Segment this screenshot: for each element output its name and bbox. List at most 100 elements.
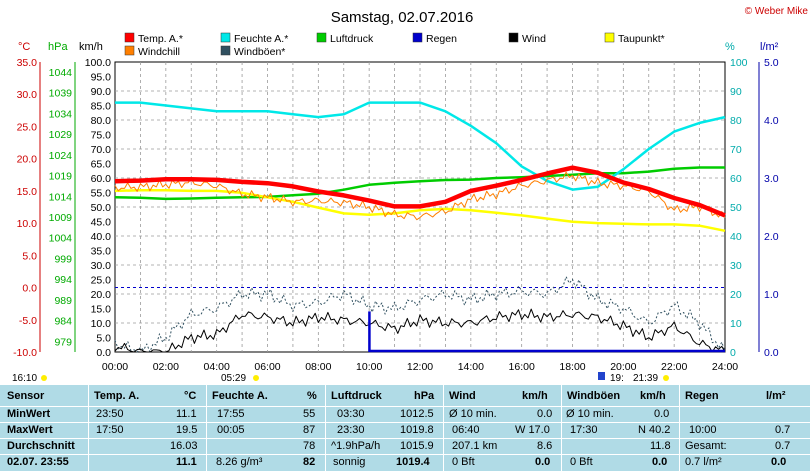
temp-tick-label: 15.0	[17, 186, 38, 198]
time-tick-label: 16:00	[509, 361, 535, 373]
pressure-trend: ^1.9hPa/h	[331, 440, 381, 452]
avg-press-value: 1015.9	[400, 440, 434, 452]
legend-label: Temp. A.*	[138, 33, 183, 45]
wind-distance: 207.1 km	[452, 440, 498, 452]
legend-swatch	[412, 32, 423, 43]
header-wind: Wind	[449, 390, 476, 402]
copyright-text: © Weber Mike	[745, 6, 809, 17]
humidity-tick-label: 30	[730, 260, 742, 272]
cur-abs-humidity: 8.26 g/m³	[216, 456, 263, 468]
min-temp-time: 23:50	[96, 408, 124, 420]
pressure-tick-label: 1019	[49, 171, 73, 183]
temp-tick-label: -5.0	[19, 315, 37, 327]
temp-tick-label: 20.0	[17, 154, 38, 166]
header-pressure-unit: hPa	[414, 390, 435, 402]
max-rain-value: 0.7	[775, 424, 791, 436]
cur-rain-total: 0.7 l/m²	[685, 456, 722, 468]
wind-tick-label: 5.0	[96, 333, 111, 345]
pressure-tick-label: 989	[54, 295, 72, 307]
wind-tick-label: 10.0	[91, 318, 112, 330]
wind-tick-label: 90.0	[91, 86, 112, 98]
min-hum-time: 17:55	[217, 408, 245, 420]
temp-tick-label: 25.0	[17, 121, 38, 133]
header-gusts: Windböen	[567, 390, 621, 402]
pressure-tick-label: 1014	[49, 191, 73, 203]
row-label-min: MinWert	[7, 408, 51, 420]
cur-gust-bft: 0 Bft	[570, 456, 593, 468]
series-line	[114, 166, 725, 201]
rain-bar	[368, 311, 371, 352]
avg-temp-value: 16.03	[170, 440, 198, 452]
wind-tick-label: 15.0	[91, 304, 112, 316]
wind-tick-label: 45.0	[91, 217, 112, 229]
cur-weather-text: sonnig	[333, 456, 366, 468]
time-tick-label: 08:00	[305, 361, 331, 373]
max-press-time: 23:30	[337, 424, 365, 436]
rain-tick-label: 3.0	[764, 173, 779, 185]
header-humidity: Feuchte A.	[212, 390, 268, 402]
legend-label: Taupunkt*	[618, 33, 665, 45]
series-line	[114, 276, 726, 353]
pressure-tick-label: 984	[54, 316, 72, 328]
rain-total-value: 0.7	[775, 440, 791, 452]
temp-unit-label: °C	[18, 41, 30, 53]
temp-tick-label: 5.0	[22, 250, 37, 262]
wind-tick-label: 55.0	[91, 188, 112, 200]
rain-tick-label: 1.0	[764, 289, 779, 301]
chart-legend: Temp. A.* Feuchte A.* Luftdruck Regen Wind Ta…	[124, 32, 665, 58]
cur-wind-value: 0.0	[535, 456, 551, 468]
series-line	[114, 165, 726, 218]
rain-tick-label: 5.0	[764, 57, 779, 69]
pressure-unit-label: hPa	[48, 41, 68, 53]
time-tick-label: 06:00	[254, 361, 280, 373]
min-wind-time: Ø 10 min.	[449, 408, 497, 420]
wind-unit-label: km/h	[79, 41, 103, 53]
pressure-tick-label: 1029	[49, 129, 73, 141]
wind-tick-label: 75.0	[91, 130, 112, 142]
row-label-max: MaxWert	[7, 424, 53, 436]
legend-swatch	[220, 45, 231, 56]
pressure-tick-label: 1034	[49, 108, 73, 120]
stats-table: Sensor Temp. A. °C Feuchte A. % Luftdruc…	[0, 385, 810, 471]
sunset-label: 21:39	[633, 373, 658, 384]
rain-tick-label: 4.0	[764, 115, 779, 127]
cur-wind-bft: 0 Bft	[452, 456, 475, 468]
legend-swatch	[124, 32, 135, 43]
max-temp-time: 17:50	[96, 424, 124, 436]
temp-tick-label: 10.0	[17, 218, 38, 230]
wind-tick-label: 50.0	[91, 202, 112, 214]
min-temp-value: 11.1	[176, 408, 197, 420]
min-press-value: 1012.5	[400, 408, 434, 420]
legend-label: Regen	[426, 33, 457, 45]
header-pressure: Luftdruck	[331, 390, 382, 402]
sun-icon	[253, 375, 259, 381]
sun-icon	[41, 375, 47, 381]
humidity-tick-label: 40	[730, 231, 742, 243]
series-line	[114, 188, 726, 233]
weather-chart: 35.0 30.0 25.0 20.0 15.0 10.0 5.0 0.0 -5.0 -10.0 1…	[12, 6, 809, 384]
time-tick-label: 04:00	[204, 361, 230, 373]
humidity-unit-label: %	[725, 41, 735, 53]
time-tick-label: 22:00	[661, 361, 687, 373]
min-press-time: 03:30	[337, 408, 365, 420]
humidity-tick-label: 20	[730, 289, 742, 301]
header-humidity-unit: %	[307, 390, 317, 402]
legend-swatch	[604, 32, 615, 43]
time-tick-label: 18:00	[559, 361, 585, 373]
wind-tick-label: 95.0	[91, 72, 112, 84]
chart-series	[114, 101, 726, 353]
max-press-value: 1019.8	[400, 424, 434, 436]
legend-swatch	[124, 45, 135, 56]
moon-label: 19:	[610, 373, 624, 384]
min-hum-value: 55	[303, 408, 316, 420]
axis-ticks: 35.0 30.0 25.0 20.0 15.0 10.0 5.0 0.0 -5.0 -10.0 1…	[13, 57, 779, 373]
legend-swatch	[316, 32, 327, 43]
cur-gust-value: 0.0	[652, 456, 668, 468]
temp-tick-label: 0.0	[22, 283, 37, 295]
wind-tick-label: 0.0	[96, 347, 111, 359]
max-hum-value: 87	[303, 424, 316, 436]
wind-tick-label: 65.0	[91, 159, 112, 171]
rain-total-label: Gesamt:	[685, 440, 727, 452]
humidity-tick-label: 0	[730, 347, 736, 359]
